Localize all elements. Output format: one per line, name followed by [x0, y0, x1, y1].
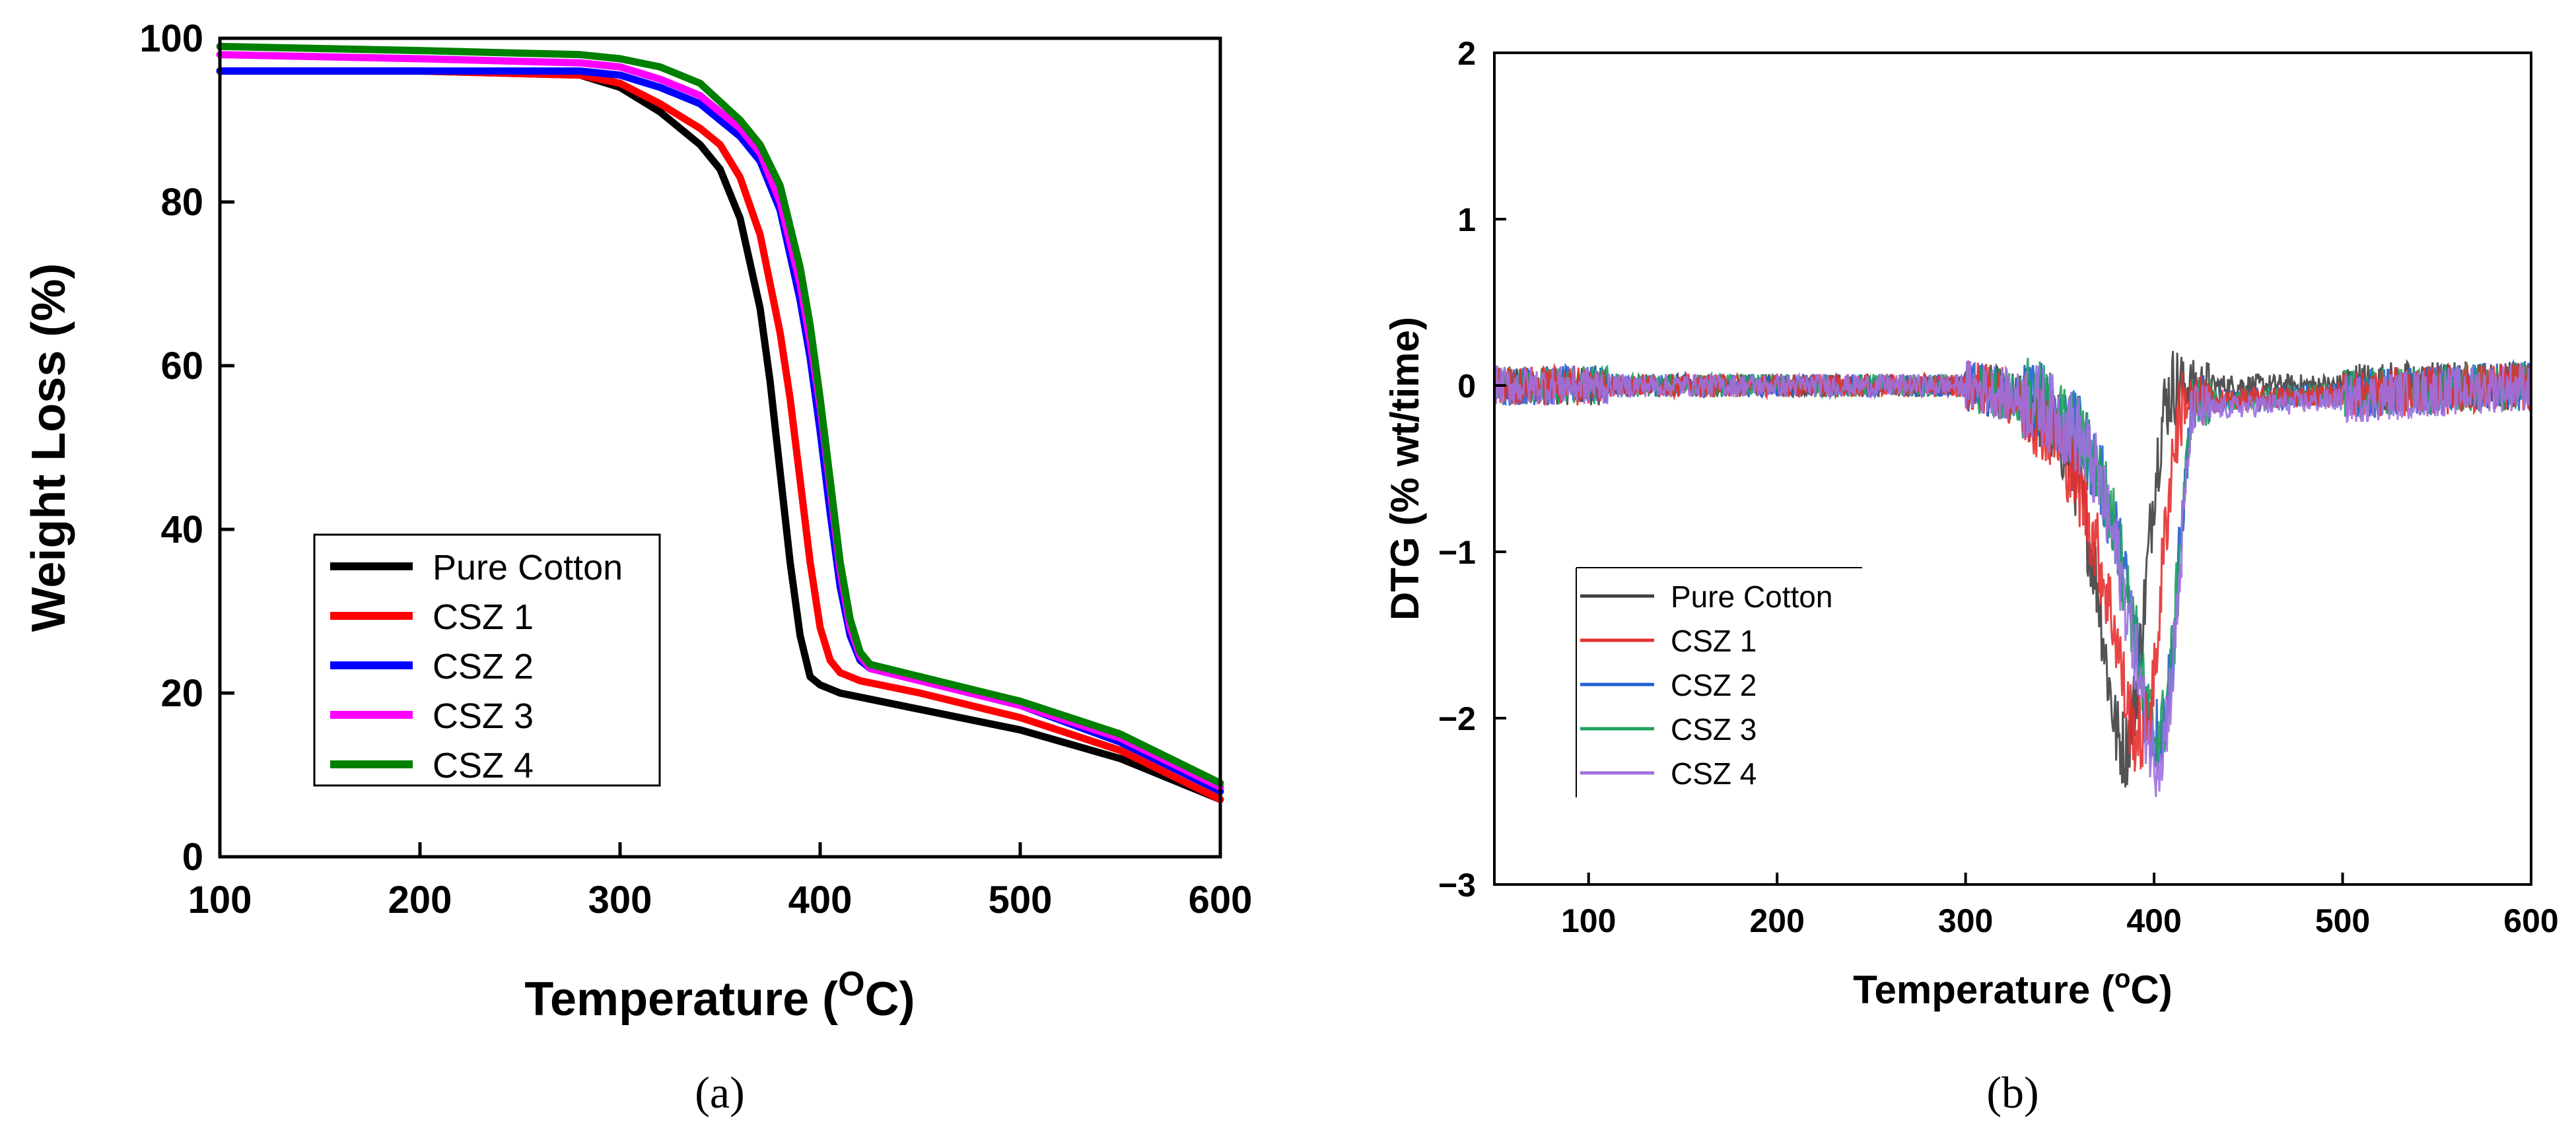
plot-frame: [218, 36, 1222, 859]
legend: Pure Cotton CSZ 1 CSZ 2 CSZ 3 CSZ 4: [1576, 567, 1862, 797]
y-tick-label: 60: [160, 345, 203, 387]
legend-label: CSZ 2: [1671, 668, 1757, 702]
panel-label: (b): [1986, 1067, 2038, 1117]
y-tick-label: 20: [160, 672, 203, 715]
x-axis-title-sup: o: [2114, 964, 2130, 993]
x-axis-title: Temperature (oC): [1853, 964, 2172, 1012]
plot-frame: [1493, 51, 2532, 886]
legend-label: CSZ 1: [1671, 624, 1757, 658]
series-line-csz-2: [1494, 358, 2531, 768]
y-tick-label: 80: [160, 181, 203, 224]
series-line-csz-4: [216, 42, 1224, 787]
series-line-csz-1: [1494, 360, 2531, 772]
series-line-csz-1: [216, 67, 1224, 803]
x-tick-label: 600: [2503, 902, 2558, 939]
legend-label: Pure Cotton: [1671, 580, 1832, 614]
series-line-csz-3: [1494, 358, 2531, 771]
series-line-pure-cotton: [216, 67, 1224, 803]
y-tick-label: 2: [1457, 35, 1476, 72]
legend-label: CSZ 1: [433, 597, 534, 637]
y-axis-title: Weight Loss (%): [22, 263, 75, 632]
x-tick-label: 600: [1189, 879, 1253, 921]
series-group: [1494, 350, 2531, 797]
x-tick-label: 100: [1561, 902, 1616, 939]
x-tick-label: 500: [989, 879, 1053, 921]
series-group: [216, 42, 1224, 803]
legend-label: CSZ 4: [433, 746, 534, 785]
x-tick-label: 300: [1938, 902, 1993, 939]
legend-label: CSZ 4: [1671, 756, 1757, 791]
x-axis-title-main: Temperature (: [1853, 968, 2114, 1012]
y-tick-label: −1: [1438, 534, 1476, 571]
y-tick-label: −3: [1438, 867, 1476, 904]
x-tick-label: 300: [588, 879, 652, 921]
series-line-csz-4: [1494, 359, 2531, 797]
x-axis-title-sup: O: [838, 965, 864, 1003]
y-axis-title: DTG (% wt/time): [1383, 317, 1427, 620]
y-tick-label: −2: [1438, 700, 1476, 737]
legend-label: CSZ 3: [1671, 712, 1757, 747]
x-axis-title: Temperature (OC): [524, 965, 915, 1026]
x-tick-label: 200: [388, 879, 452, 921]
legend-label: CSZ 2: [433, 647, 534, 686]
x-tick-label: 200: [1749, 902, 1804, 939]
x-axis-title-tail: C): [865, 973, 915, 1026]
x-tick-label: 500: [2315, 902, 2370, 939]
y-tick-label: 40: [160, 508, 203, 551]
panel-b: 100 200 300 400 500 600 −3 −2 −1 0 1 2 Temperature (…: [1383, 35, 2559, 1117]
x-axis-title-main: Temperature (: [524, 973, 838, 1026]
x-tick-label: 100: [188, 879, 252, 921]
x-axis-title-tail: C): [2130, 968, 2172, 1012]
y-tick-label: 0: [1457, 368, 1476, 405]
y-tick-label: 100: [139, 17, 203, 60]
panel-a: 100 200 300 400 500 600 0 20 40 60 80 100 Temperatur…: [22, 17, 1252, 1117]
y-tick-label: 1: [1457, 201, 1476, 238]
legend-label: Pure Cotton: [433, 548, 623, 587]
legend: Pure Cotton CSZ 1 CSZ 2 CSZ 3 CSZ 4: [313, 533, 661, 787]
y-tick-label: 0: [182, 836, 203, 879]
x-tick-label: 400: [2126, 902, 2181, 939]
legend-box: [313, 533, 661, 787]
legend-label: CSZ 3: [433, 696, 534, 736]
panel-label: (a): [695, 1067, 744, 1117]
x-tick-label: 400: [788, 879, 853, 921]
